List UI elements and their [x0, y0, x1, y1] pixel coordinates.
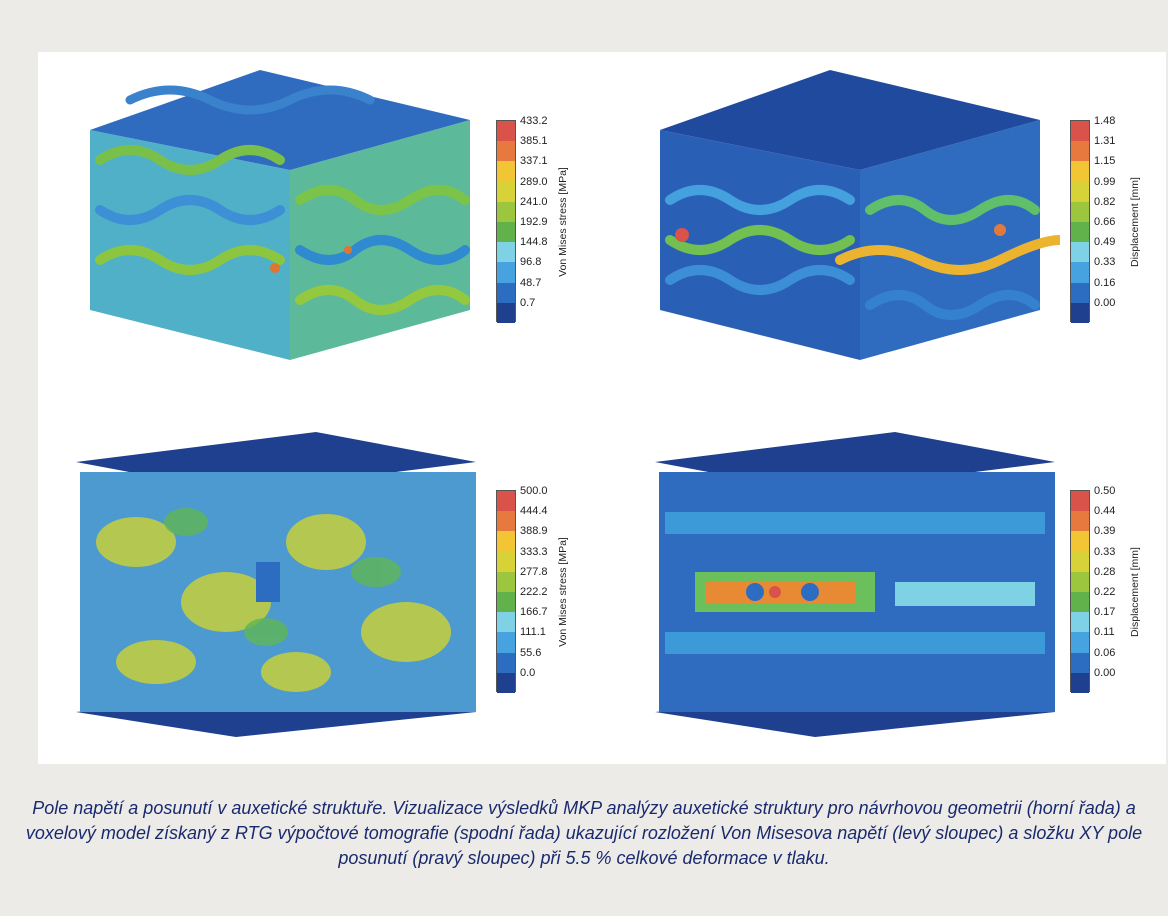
stress-render-voxel — [76, 432, 476, 737]
tick-label: 222.2 — [520, 586, 548, 598]
tick-label: 0.06 — [1094, 646, 1116, 659]
colorbar-segment — [1071, 672, 1089, 693]
axis-title: Von Mises stress [MPa] — [557, 167, 569, 277]
colorbar-segment — [1071, 591, 1089, 613]
colorbar-segment — [497, 221, 515, 243]
tick-label: 96.8 — [520, 256, 542, 269]
tick-label: 0.66 — [1094, 216, 1116, 228]
tick-label: 0.28 — [1094, 565, 1116, 578]
colorbar-segment — [497, 511, 515, 532]
colorbar-segment — [1071, 161, 1089, 182]
tick-label: 48.7 — [520, 276, 542, 289]
colorbar-segment — [497, 141, 515, 162]
tick-label: 144.8 — [520, 236, 548, 249]
colorbar-segment — [497, 491, 515, 512]
tick-label: 337.1 — [520, 155, 548, 168]
colorbar-segment — [1071, 491, 1089, 512]
colorbar-segment — [1071, 551, 1089, 572]
tick-label: 333.3 — [520, 545, 548, 558]
tick-label: 0.17 — [1094, 606, 1116, 619]
stress-render-design — [90, 70, 470, 360]
legend-top-left: 433.2 385.1 337.1 289.0 241.0 192.9 144.8 96.8 4… — [496, 116, 596, 330]
colorbar-segment — [497, 181, 515, 202]
displacement-render-voxel — [655, 432, 1055, 737]
tick-label: 385.1 — [520, 135, 548, 148]
axis-title: Displacement [mm] — [1129, 177, 1141, 267]
tick-label: 289.0 — [520, 175, 548, 188]
colorbar-segment — [1071, 181, 1089, 202]
colorbar-segment — [1071, 531, 1089, 552]
tick-label: 500.0 — [520, 485, 548, 497]
colorbar-segment — [1071, 242, 1089, 263]
colorbar-segment — [497, 531, 515, 552]
tick-label: 0.00 — [1094, 666, 1116, 679]
tick-label: 192.9 — [520, 216, 548, 228]
tick-label: 0.7 — [520, 296, 536, 309]
tick-label: 0.82 — [1094, 195, 1116, 208]
tick-label: 0.99 — [1094, 175, 1116, 188]
colorbar — [1070, 490, 1090, 693]
legend-bottom-left: 500.0 444.4 388.9 333.3 277.8 222.2 166.7 111.1… — [496, 486, 596, 700]
colorbar-segment — [1071, 262, 1089, 283]
colorbar-segment — [1071, 652, 1089, 673]
tick-label: 55.6 — [520, 646, 542, 659]
colorbar-segment — [497, 632, 515, 653]
tick-label: 0.22 — [1094, 586, 1116, 598]
colorbar-segment — [497, 551, 515, 572]
figure-caption: Pole napětí a posunutí v auxetické struk… — [25, 798, 1143, 868]
colorbar — [496, 120, 516, 323]
colorbar-segment — [497, 262, 515, 283]
colorbar-segment — [497, 591, 515, 613]
tick-label: 0.39 — [1094, 525, 1116, 538]
colorbar-segment — [1071, 302, 1089, 323]
tick-label: 0.50 — [1094, 485, 1116, 497]
axis-title: Displacement [mm] — [1129, 547, 1141, 637]
tick-label: 111.1 — [520, 626, 546, 639]
tick-label: 241.0 — [520, 195, 548, 208]
displacement-render-design — [660, 70, 1060, 360]
colorbar-segment — [497, 201, 515, 222]
tick-label: 0.0 — [520, 666, 536, 679]
colorbar-segment — [497, 121, 515, 142]
tick-label: 0.00 — [1094, 296, 1116, 309]
tick-label: 277.8 — [520, 565, 548, 578]
colorbar-segment — [497, 242, 515, 263]
axis-title: Von Mises stress [MPa] — [557, 537, 569, 647]
colorbar-segment — [1071, 612, 1089, 633]
tick-label: 0.33 — [1094, 256, 1116, 269]
tick-label: 388.9 — [520, 525, 548, 538]
legend-top-right: 1.48 1.31 1.15 0.99 0.82 0.66 0.49 0.33 0.16 0.00… — [1070, 116, 1160, 330]
colorbar-segment — [497, 282, 515, 303]
colorbar-segment — [1071, 201, 1089, 222]
colorbar-segment — [1071, 121, 1089, 142]
tick-label: 1.31 — [1094, 135, 1116, 148]
colorbar-segment — [1071, 632, 1089, 653]
colorbar-segment — [497, 161, 515, 182]
tick-label: 166.7 — [520, 606, 548, 619]
legend-bottom-right: 0.50 0.44 0.39 0.33 0.28 0.22 0.17 0.11 0.06 0.00… — [1070, 486, 1160, 700]
tick-label: 0.16 — [1094, 276, 1116, 289]
colorbar-segment — [497, 612, 515, 633]
tick-label: 1.48 — [1094, 115, 1116, 127]
tick-label: 0.49 — [1094, 236, 1116, 249]
colorbar-segment — [497, 672, 515, 693]
tick-label: 444.4 — [520, 505, 548, 518]
colorbar-segment — [497, 571, 515, 592]
colorbar-segment — [1071, 221, 1089, 243]
colorbar-segment — [1071, 571, 1089, 592]
colorbar-segment — [497, 652, 515, 673]
colorbar-segment — [497, 302, 515, 323]
tick-label: 0.11 — [1094, 626, 1115, 639]
tick-label: 433.2 — [520, 115, 548, 127]
colorbar — [496, 490, 516, 693]
colorbar-segment — [1071, 282, 1089, 303]
tick-label: 1.15 — [1094, 155, 1116, 168]
colorbar-segment — [1071, 511, 1089, 532]
colorbar — [1070, 120, 1090, 323]
tick-label: 0.44 — [1094, 505, 1116, 518]
colorbar-segment — [1071, 141, 1089, 162]
tick-label: 0.33 — [1094, 545, 1116, 558]
